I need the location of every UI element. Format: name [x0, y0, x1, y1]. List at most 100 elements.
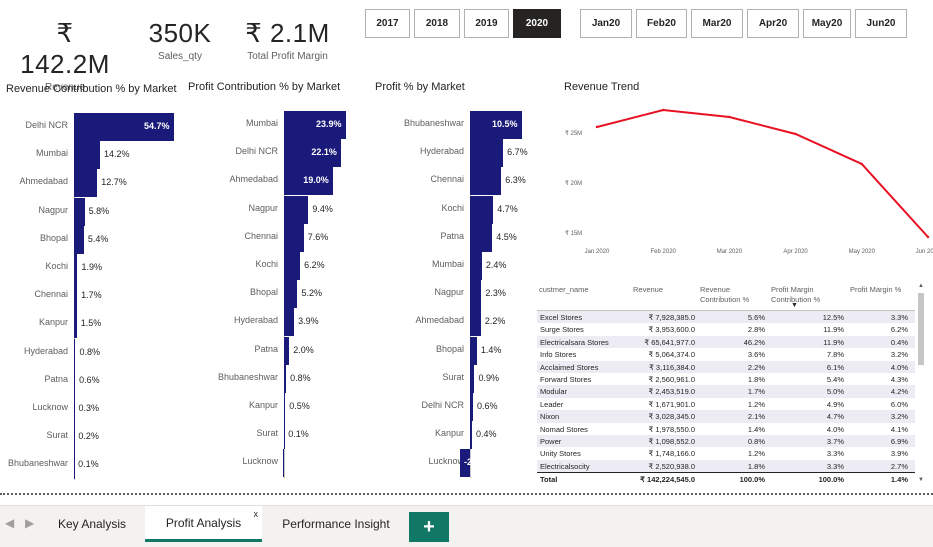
bar[interactable]: [470, 308, 481, 337]
bar-row[interactable]: Lucknow 0.3%: [0, 395, 214, 423]
bar[interactable]: [284, 393, 286, 421]
col-header-profit-margin-pct[interactable]: Profit Margin %: [850, 285, 902, 294]
bar[interactable]: [470, 252, 482, 280]
bar-row[interactable]: Kanpur 1.5%: [0, 310, 214, 339]
bar[interactable]: [284, 336, 290, 365]
table-row[interactable]: Power ₹ 1,098,552.0 0.8% 3.7% 6.9%: [537, 434, 915, 448]
bar-row[interactable]: Mumbai 23.9%: [185, 111, 386, 139]
bar-row[interactable]: Ahmedabad 19.0%: [185, 167, 386, 196]
month-button-jun20[interactable]: Jun20: [855, 9, 907, 38]
table-row[interactable]: Surge Stores ₹ 3,953,600.0 2.8% 11.9% 6.2%: [537, 323, 915, 335]
bar[interactable]: [282, 449, 284, 478]
bar[interactable]: [74, 310, 77, 339]
tab-key-analysis[interactable]: Key Analysis: [42, 506, 142, 542]
bar[interactable]: [74, 451, 75, 480]
bar-row[interactable]: Kanpur 0.5%: [185, 393, 386, 421]
bar[interactable]: [74, 366, 76, 395]
bar-row[interactable]: Lucknow -2: [375, 449, 562, 478]
bar-row[interactable]: Surat 0.2%: [0, 423, 214, 452]
month-button-feb20[interactable]: Feb20: [636, 9, 687, 38]
scroll-down-icon[interactable]: ▼: [918, 477, 924, 483]
bar-row[interactable]: Hyderabad 0.8%: [0, 338, 214, 367]
col-header-revenue-contribution[interactable]: Revenue Contribution %: [700, 285, 750, 304]
bar[interactable]: [470, 167, 502, 196]
bar[interactable]: [284, 111, 346, 139]
col-header-customer[interactable]: custmer_name: [539, 285, 589, 294]
add-page-button[interactable]: +: [409, 512, 449, 542]
bar[interactable]: [470, 280, 482, 309]
bar[interactable]: [470, 393, 473, 421]
table-row[interactable]: Excel Stores ₹ 7,928,385.0 5.6% 12.5% 3.3%: [537, 311, 915, 324]
trend-point[interactable]: [794, 132, 797, 136]
bar-row[interactable]: Ahmedabad 2.2%: [375, 308, 562, 337]
bar-row[interactable]: Chennai 7.6%: [185, 223, 386, 252]
bar-row[interactable]: Surat 0.1%: [185, 421, 386, 450]
bar[interactable]: [284, 167, 334, 196]
year-button-2019[interactable]: 2019: [464, 9, 509, 38]
bar[interactable]: [470, 364, 475, 393]
bar-row[interactable]: Mumbai 2.4%: [375, 252, 562, 280]
bar[interactable]: [470, 139, 504, 168]
bar[interactable]: [284, 308, 295, 337]
tab-next-icon[interactable]: ▶: [25, 516, 35, 530]
bar-row[interactable]: Ahmedabad 12.7%: [0, 169, 214, 198]
bar[interactable]: [284, 280, 298, 309]
revenue-trend-line[interactable]: [596, 108, 929, 238]
bar[interactable]: [74, 395, 75, 423]
trend-point[interactable]: [662, 108, 665, 112]
table-row[interactable]: Electricalsocity ₹ 2,520,938.0 1.8% 3.3% 2.7…: [537, 459, 915, 473]
scroll-up-icon[interactable]: ▲: [918, 283, 924, 289]
bar[interactable]: [470, 195, 494, 224]
bar-row[interactable]: Bhopal 5.4%: [0, 225, 214, 254]
table-row[interactable]: Forward Stores ₹ 2,560,961.0 1.8% 5.4% 4.3%: [537, 373, 915, 385]
bar[interactable]: [470, 223, 493, 252]
table-row[interactable]: Modular ₹ 2,453,519.0 1.7% 5.0% 4.2%: [537, 385, 915, 398]
scrollbar-thumb[interactable]: [918, 293, 924, 365]
bar-row[interactable]: Kanpur 0.4%: [375, 421, 562, 450]
bar-row[interactable]: Surat 0.9%: [375, 364, 562, 393]
bar-row[interactable]: Bhubaneshwar 10.5%: [375, 111, 562, 139]
bar-row[interactable]: Nagpur 2.3%: [375, 280, 562, 309]
bar[interactable]: [74, 169, 98, 198]
month-button-may20[interactable]: May20: [803, 9, 851, 38]
month-button-jan20[interactable]: Jan20: [580, 9, 632, 38]
bar-row[interactable]: Lucknow: [185, 449, 386, 478]
bar[interactable]: [284, 252, 301, 280]
bar-row[interactable]: Patna 2.0%: [185, 336, 386, 365]
bar-row[interactable]: Kochi 6.2%: [185, 252, 386, 280]
bar[interactable]: [284, 139, 342, 168]
bar-row[interactable]: Delhi NCR 0.6%: [375, 393, 562, 421]
bar[interactable]: [74, 141, 100, 170]
bar[interactable]: [470, 336, 477, 365]
col-header-revenue[interactable]: Revenue: [633, 285, 664, 294]
bar[interactable]: [284, 421, 285, 450]
table-row[interactable]: Unity Stores ₹ 1,748,166.0 1.2% 3.3% 3.9%: [537, 447, 915, 459]
bar-row[interactable]: Delhi NCR 54.7%: [0, 113, 214, 141]
bar-row[interactable]: Delhi NCR 22.1%: [185, 139, 386, 168]
month-button-mar20[interactable]: Mar20: [691, 9, 743, 38]
year-button-2020[interactable]: 2020: [513, 9, 561, 38]
table-row[interactable]: Info Stores ₹ 5,064,374.0 3.6% 7.8% 3.2%: [537, 348, 915, 360]
year-button-2018[interactable]: 2018: [414, 9, 460, 38]
bar-row[interactable]: Hyderabad 6.7%: [375, 139, 562, 168]
bar-row[interactable]: Kochi 1.9%: [0, 254, 214, 282]
table-scrollbar[interactable]: ▲ ▼: [917, 283, 925, 483]
table-row[interactable]: Nomad Stores ₹ 1,978,550.0 1.4% 4.0% 4.1%: [537, 423, 915, 435]
bar-row[interactable]: Chennai 6.3%: [375, 167, 562, 196]
bar-row[interactable]: Patna 0.6%: [0, 366, 214, 395]
bar-row[interactable]: Patna 4.5%: [375, 223, 562, 252]
table-row[interactable]: Acclaimed Stores ₹ 3,116,384.0 2.2% 6.1% 4.0…: [537, 360, 915, 373]
tab-prev-icon[interactable]: ◀: [5, 516, 15, 530]
trend-point[interactable]: [926, 235, 930, 239]
year-button-2017[interactable]: 2017: [365, 9, 410, 38]
bar[interactable]: [74, 254, 78, 282]
bar[interactable]: [284, 195, 309, 224]
bar-row[interactable]: Bhubaneshwar 0.1%: [0, 451, 214, 480]
table-row[interactable]: Nixon ₹ 3,028,345.0 2.1% 4.7% 3.2%: [537, 410, 915, 423]
sort-desc-icon[interactable]: ▼: [791, 302, 798, 309]
table-row[interactable]: Leader ₹ 1,671,901.0 1.2% 4.9% 6.0%: [537, 398, 915, 410]
trend-point[interactable]: [728, 115, 731, 119]
bar[interactable]: [74, 225, 84, 254]
bar[interactable]: [74, 338, 76, 367]
bar-row[interactable]: Bhopal 1.4%: [375, 336, 562, 365]
